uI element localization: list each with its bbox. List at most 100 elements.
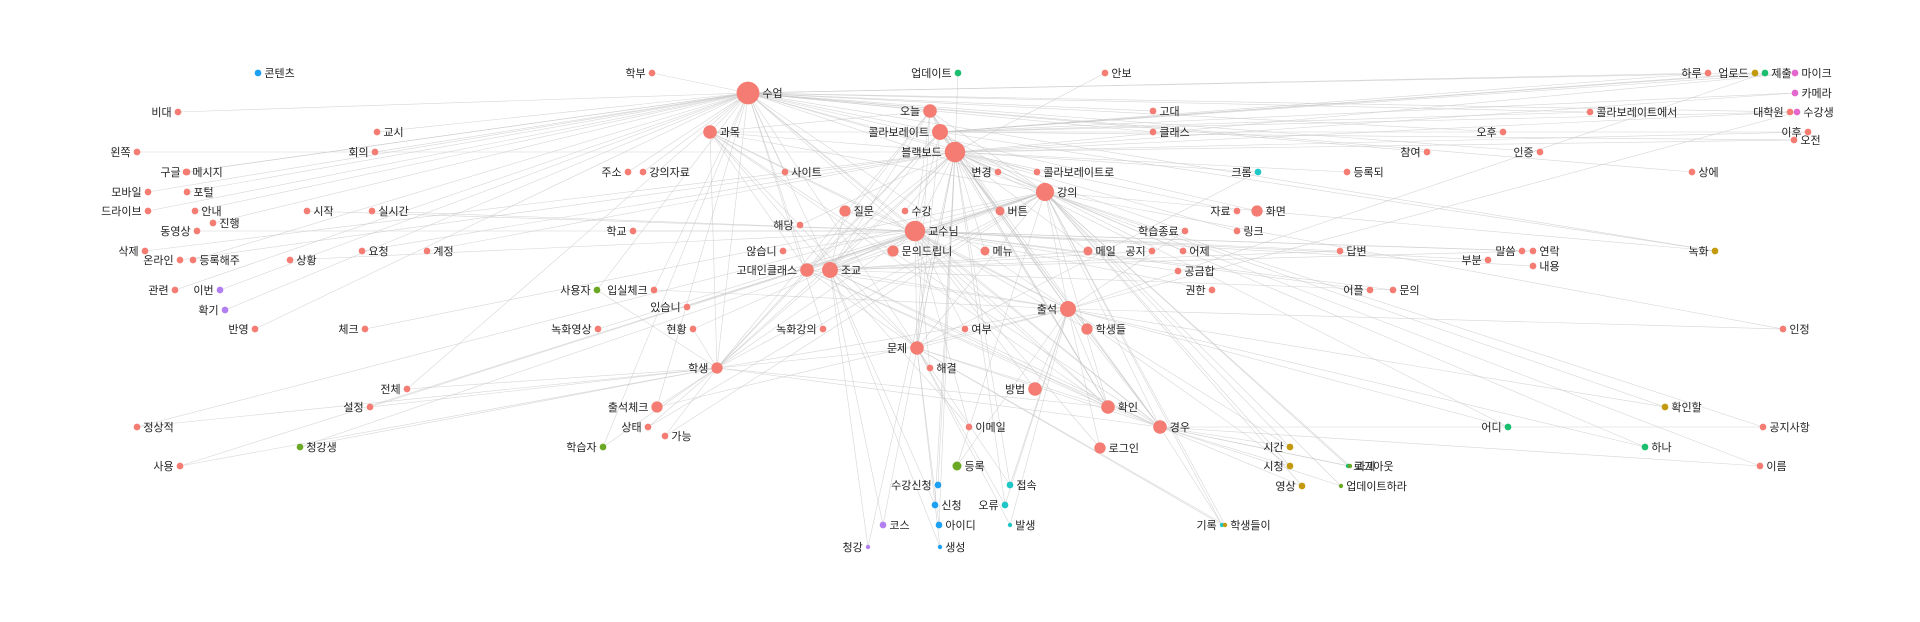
- node-변경: 변경: [971, 166, 1002, 179]
- node-dot: [144, 207, 152, 215]
- node-어디: 어디: [1481, 421, 1512, 434]
- node-label: 자료: [1210, 205, 1230, 218]
- edge: [956, 308, 1069, 467]
- edge: [829, 210, 846, 271]
- node-dot: [1484, 256, 1492, 264]
- node-label: 링크: [1243, 225, 1263, 238]
- node-dot: [1222, 522, 1228, 528]
- edge: [1067, 308, 1291, 448]
- node-dot: [1704, 69, 1712, 77]
- edge: [1067, 308, 1666, 408]
- edge: [954, 151, 1186, 232]
- node-dot: [1035, 182, 1055, 202]
- node-마이크: 마이크: [1791, 67, 1832, 80]
- node-녹화강의: 녹화강의: [776, 323, 827, 336]
- edge: [914, 230, 1394, 291]
- node-출석체크: 출석체크: [608, 401, 663, 414]
- node-dot: [796, 221, 804, 229]
- node-label: 수강신청: [891, 479, 931, 492]
- edge: [914, 230, 1109, 408]
- node-반영: 반영: [228, 323, 259, 336]
- edge: [747, 92, 1693, 173]
- node-label: 상황: [296, 254, 316, 267]
- edge: [1009, 308, 1069, 526]
- node-label: 업데이트: [911, 67, 951, 80]
- edge: [664, 367, 718, 437]
- node-콜라보레이트에서: 콜라보레이트에서: [1586, 106, 1677, 119]
- edge: [939, 131, 1716, 252]
- edge: [954, 151, 1238, 232]
- node-콜라보레이트: 콜라보레이트: [868, 124, 948, 140]
- node-label: 권한: [1185, 284, 1205, 297]
- node-dot: [1153, 420, 1167, 434]
- edge: [716, 269, 831, 369]
- node-수업: 수업: [736, 81, 783, 105]
- edge: [954, 151, 1001, 212]
- node-인증: 인증: [1513, 146, 1544, 159]
- node-오전: 오전: [1790, 134, 1821, 147]
- edge: [829, 250, 894, 271]
- node-조교: 조교: [822, 262, 861, 278]
- node-내용: 내용: [1529, 260, 1560, 273]
- edge: [782, 230, 916, 252]
- edge: [954, 151, 1259, 173]
- node-dot: [141, 247, 149, 255]
- node-label: 온라인: [143, 254, 173, 267]
- edge: [829, 151, 956, 271]
- node-label: 출석체크: [608, 401, 648, 414]
- edge: [185, 92, 749, 173]
- node-진행: 진행: [209, 217, 240, 230]
- node-시작: 시작: [303, 205, 334, 218]
- edge: [916, 347, 1226, 526]
- node-dot: [1208, 286, 1216, 294]
- node-dot: [865, 544, 871, 550]
- edge: [426, 151, 956, 252]
- node-dot: [1174, 267, 1182, 275]
- node-dot: [423, 247, 431, 255]
- edge: [1159, 426, 1291, 448]
- node-dot: [1181, 227, 1189, 235]
- node-label: 등록되: [1353, 166, 1383, 179]
- edge: [939, 111, 1791, 133]
- node-전체: 전체: [380, 383, 411, 396]
- edge: [174, 92, 749, 291]
- edge: [716, 347, 918, 369]
- node-label: 참여: [1400, 146, 1420, 159]
- node-dot: [689, 325, 697, 333]
- node-dot: [980, 246, 990, 256]
- node-회의: 회의: [348, 146, 379, 159]
- node-dot: [711, 362, 723, 374]
- node-안내: 안내: [191, 205, 222, 218]
- edge: [954, 151, 1089, 252]
- edge: [144, 151, 956, 252]
- node-인정: 인정: [1779, 323, 1810, 336]
- node-dot: [191, 207, 199, 215]
- node-dot: [1338, 483, 1344, 489]
- edge: [747, 92, 786, 173]
- node-label: 드라이브: [101, 205, 141, 218]
- node-label: 입실체크: [607, 284, 647, 297]
- node-label: 수강: [911, 205, 931, 218]
- node-제출: 제출: [1761, 67, 1792, 80]
- node-label: 체크: [338, 323, 358, 336]
- node-label: 업로드: [1718, 67, 1748, 80]
- node-label: 시작: [313, 205, 333, 218]
- node-정상적: 정상적: [133, 421, 174, 434]
- node-dot: [703, 125, 717, 139]
- edge: [1067, 308, 1101, 449]
- edge: [651, 72, 749, 94]
- node-dot: [781, 168, 789, 176]
- node-dot: [644, 423, 652, 431]
- edge: [914, 230, 1371, 291]
- node-설정: 설정: [343, 401, 374, 414]
- edge: [1044, 191, 1764, 428]
- node-label: 해당: [773, 218, 793, 232]
- node-label: 과목: [720, 126, 740, 139]
- node-label: 콜라보레이트로: [1043, 166, 1114, 179]
- node-label: 블랙보드: [901, 146, 941, 159]
- edge: [1067, 308, 1109, 408]
- node-label: 인증: [1513, 146, 1533, 159]
- node-label: 콜라보레이트에서: [1596, 106, 1677, 119]
- node-dot: [176, 462, 184, 470]
- node-label: 녹화영상: [551, 323, 591, 336]
